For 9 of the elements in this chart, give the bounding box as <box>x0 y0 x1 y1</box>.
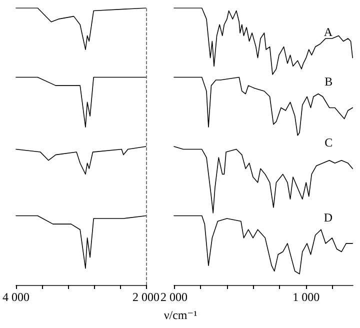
series-label: C <box>324 136 333 150</box>
x-tick-label: 2 000 <box>160 290 188 304</box>
series-label: B <box>324 74 333 89</box>
series-label: A <box>324 24 333 39</box>
x-tick-label: 1 000 <box>292 290 320 304</box>
series-label: D <box>324 210 333 224</box>
x-tick-label: 4 000 <box>2 290 30 304</box>
x-tick-label: 2 000 <box>132 290 160 304</box>
x-axis-title: ν/cm⁻¹ <box>164 308 198 322</box>
